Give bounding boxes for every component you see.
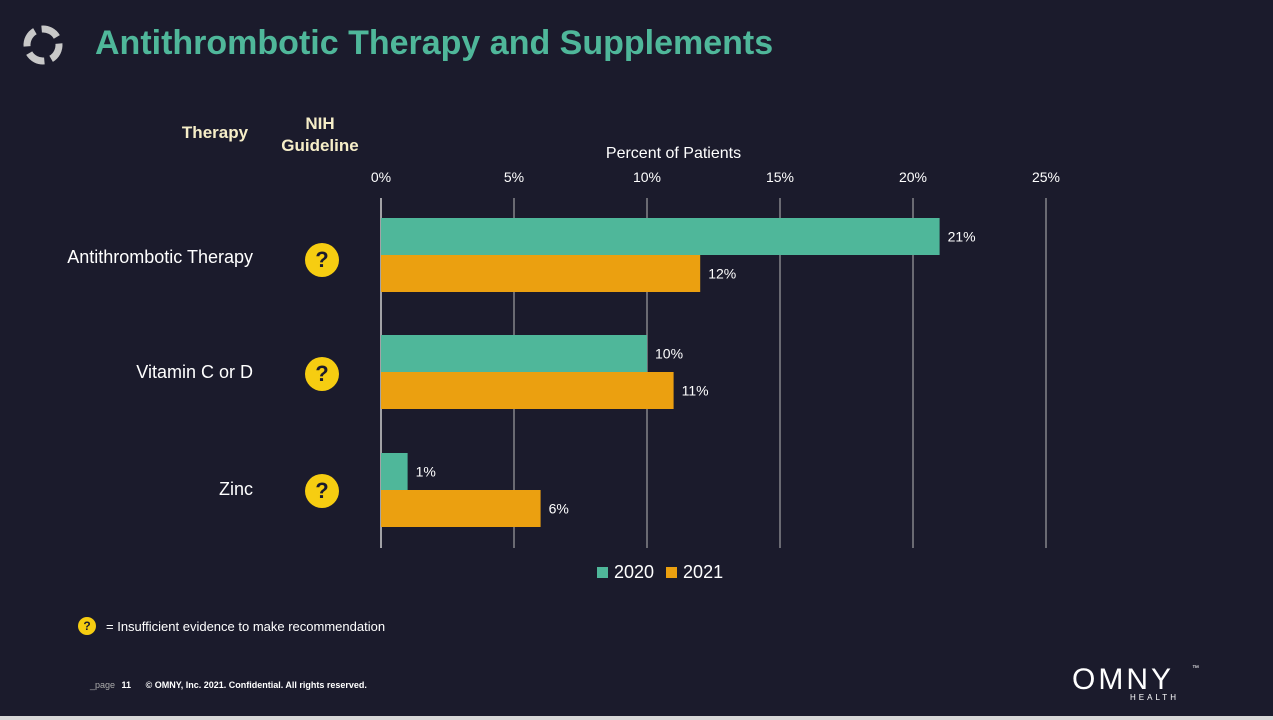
brand-name: OMNY <box>1072 663 1174 696</box>
nih-header-line1: NIH <box>305 114 335 133</box>
bar-2021 <box>381 255 701 292</box>
question-mark-icon: ? <box>78 617 96 635</box>
data-label: 10% <box>655 346 683 362</box>
x-tick-label: 0% <box>371 169 391 185</box>
copyright-text: © OMNY, Inc. 2021. Confidential. All rig… <box>145 680 367 690</box>
legend-swatch-2021 <box>666 567 678 578</box>
page-title: Antithrombotic Therapy and Supplements <box>95 24 774 62</box>
x-tick-label: 20% <box>899 169 927 185</box>
legend-label-2020: 2020 <box>614 562 655 582</box>
omny-health-logo: OMNY ™ HEALTH <box>1072 663 1202 707</box>
data-label: 21% <box>948 229 976 245</box>
category-label-vitamin: Vitamin C or D <box>136 362 253 382</box>
therapy-column-header: Therapy <box>181 123 249 142</box>
page-label: _page <box>90 680 116 690</box>
x-tick-label: 15% <box>766 169 794 185</box>
x-tick-label: 5% <box>504 169 524 185</box>
data-label: 6% <box>549 501 569 517</box>
trademark-symbol: ™ <box>1192 665 1199 672</box>
bar-2020 <box>381 218 940 255</box>
x-axis-title: Percent of Patients <box>606 145 741 162</box>
bottom-border <box>0 716 1273 720</box>
x-tick-label: 10% <box>633 169 661 185</box>
data-label: 1% <box>416 464 436 480</box>
footer: _page 11 © OMNY, Inc. 2021. Confidential… <box>90 680 367 690</box>
data-label: 12% <box>708 266 736 282</box>
omny-ring-logo-icon <box>23 25 63 65</box>
bar-2021 <box>381 372 674 409</box>
category-label-antithrombotic: Antithrombotic Therapy <box>67 247 253 267</box>
footnote: ? = Insufficient evidence to make recomm… <box>78 617 385 635</box>
question-mark-icon: ? <box>305 357 339 391</box>
legend-swatch-2020 <box>597 567 608 578</box>
bar-2020 <box>381 335 647 372</box>
x-tick-label: 25% <box>1032 169 1060 185</box>
nih-header-line2: Guideline <box>281 136 359 155</box>
legend-label-2021: 2021 <box>683 562 724 582</box>
chart-legend: 2020 2021 <box>597 562 723 583</box>
footnote-text: = Insufficient evidence to make recommen… <box>106 618 386 634</box>
brand-subtitle: HEALTH <box>1130 693 1179 702</box>
data-label: 11% <box>682 383 709 399</box>
bar-2020 <box>381 453 408 490</box>
question-mark-icon: ? <box>305 474 339 508</box>
question-mark-icon: ? <box>305 243 339 277</box>
nih-guideline-column-header: NIH Guideline <box>270 113 370 157</box>
page-number: 11 <box>121 680 132 690</box>
category-label-zinc: Zinc <box>218 479 253 499</box>
bar-2021 <box>381 490 541 527</box>
